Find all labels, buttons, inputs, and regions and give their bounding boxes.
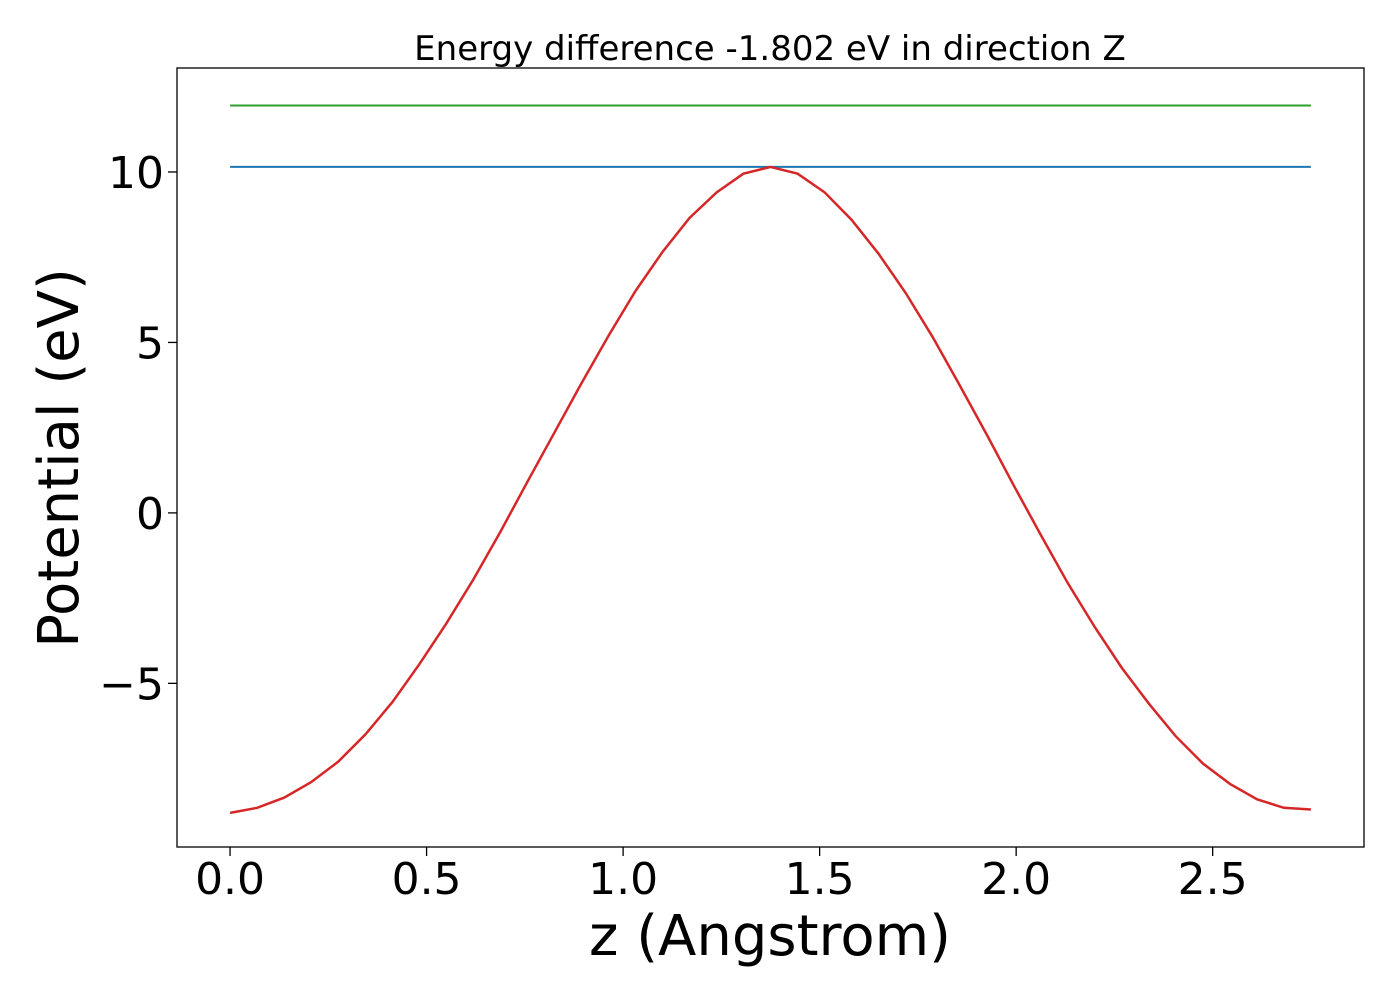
y-tick-label: 0 [136, 489, 164, 540]
x-axis-label: z (Angstrom) [589, 904, 951, 969]
plot-frame [176, 67, 1365, 848]
x-tick-label: 2.0 [981, 854, 1051, 905]
y-tick-label: −5 [99, 659, 164, 710]
chart-title: Energy difference -1.802 eV in direction… [414, 29, 1126, 69]
x-tick-label: 0.0 [195, 854, 265, 905]
x-tick-label: 1.5 [785, 854, 855, 905]
x-tick-label: 0.5 [392, 854, 462, 905]
y-axis-label: Potential (eV) [27, 268, 92, 648]
series-line-2 [229, 165, 1311, 815]
y-tick-label: 10 [108, 148, 164, 199]
x-tick-label: 1.0 [588, 854, 658, 905]
y-axis-ticks: −5 0 5 10 [99, 148, 177, 710]
x-axis-ticks: 0.0 0.5 1.0 1.5 2.0 2.5 [195, 847, 1248, 905]
series-layer [229, 104, 1311, 815]
x-tick-label: 2.5 [1178, 854, 1248, 905]
y-tick-label: 5 [136, 318, 164, 369]
